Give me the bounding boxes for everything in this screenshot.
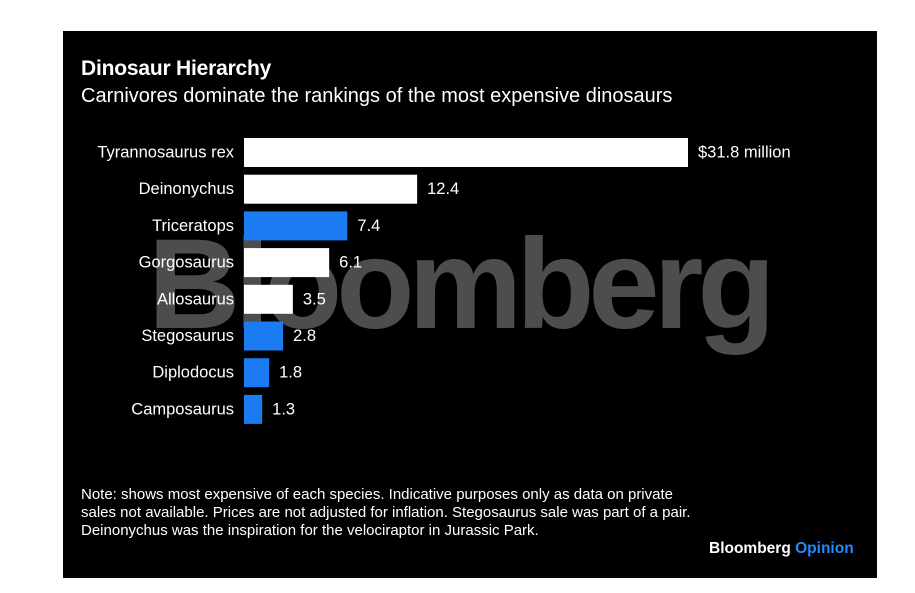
category-label: Allosaurus: [157, 290, 234, 308]
value-label: 7.4: [357, 217, 380, 235]
value-label: 12.4: [427, 180, 459, 198]
bar: [244, 284, 293, 314]
category-label: Triceratops: [152, 217, 234, 235]
value-label: 6.1: [339, 254, 362, 272]
category-label: Diplodocus: [152, 364, 234, 382]
value-label: 3.5: [303, 290, 326, 308]
value-label: 1.3: [272, 400, 295, 418]
brand-logo: Bloomberg Opinion: [709, 540, 854, 558]
category-label: Stegosaurus: [141, 327, 234, 345]
bar: [244, 211, 348, 241]
category-label: Deinonychus: [139, 180, 234, 198]
footnote: Note: shows most expensive of each speci…: [81, 486, 691, 539]
brand-name: Bloomberg: [709, 540, 791, 557]
bar: [244, 321, 284, 351]
bar: [244, 394, 263, 424]
bar: [244, 248, 330, 278]
chart-subtitle: Carnivores dominate the rankings of the …: [81, 85, 673, 107]
value-label: 2.8: [293, 327, 316, 345]
chart-panel: Dinosaur Hierarchy Carnivores dominate t…: [63, 31, 877, 578]
bar: [244, 174, 418, 204]
category-label: Gorgosaurus: [139, 254, 234, 272]
bar-chart: Tyrannosaurus rex $31.8 million Deinonychu…: [97, 138, 791, 424]
bar: [244, 138, 688, 167]
value-label: $31.8 million: [698, 144, 791, 162]
value-label: 1.8: [279, 364, 302, 382]
category-label: Camposaurus: [131, 400, 234, 418]
category-label: Tyrannosaurus rex: [97, 144, 234, 162]
brand-accent: Opinion: [795, 540, 854, 557]
chart-title: Dinosaur Hierarchy: [81, 57, 272, 80]
bar: [244, 358, 270, 388]
